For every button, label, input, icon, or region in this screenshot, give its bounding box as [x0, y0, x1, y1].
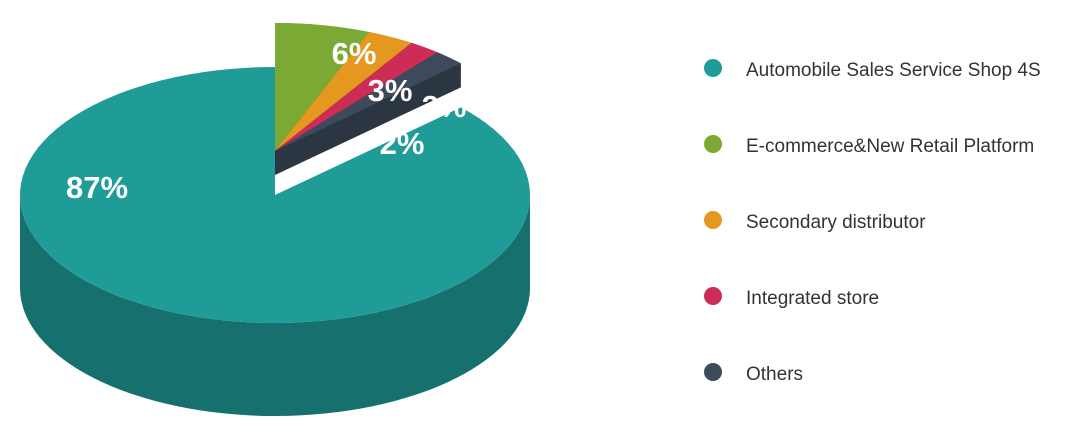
- slice: [275, 23, 369, 151]
- slice: [275, 42, 438, 151]
- value-label: 87%: [66, 170, 128, 205]
- slice: [275, 52, 461, 151]
- legend-marker: [704, 363, 722, 381]
- legend-label: Secondary distributor: [746, 212, 926, 233]
- value-label: 6%: [332, 36, 377, 71]
- slice: [275, 31, 412, 151]
- value-label: 2%: [380, 126, 425, 161]
- legend-label: Others: [746, 364, 803, 385]
- legend-marker: [704, 135, 722, 153]
- value-label: 3%: [368, 73, 413, 108]
- legend-label: E-commerce&New Retail Platform: [746, 136, 1034, 157]
- legend-marker: [704, 211, 722, 229]
- legend-marker: [704, 287, 722, 305]
- slice-side: [20, 195, 530, 416]
- legend-label: Integrated store: [746, 288, 879, 309]
- slice: [20, 67, 531, 323]
- legend-marker: [704, 59, 722, 77]
- legend-label: Automobile Sales Service Shop 4S: [746, 60, 1041, 81]
- value-label: 2%: [422, 89, 467, 124]
